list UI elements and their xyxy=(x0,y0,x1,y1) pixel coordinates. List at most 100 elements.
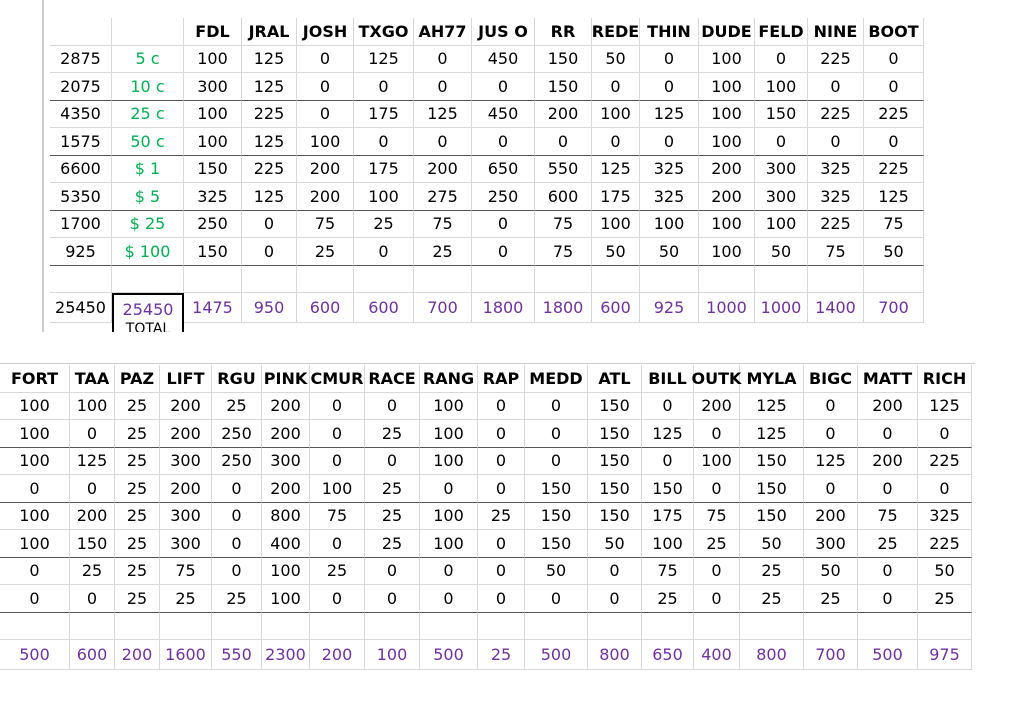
cell-value: 150 xyxy=(740,447,804,475)
column-header: NINE xyxy=(808,18,864,46)
cell-value: 0 xyxy=(592,73,640,101)
cell-value: 125 xyxy=(804,447,858,475)
cell-value: 400 xyxy=(262,530,310,558)
denomination: $ 100 xyxy=(112,238,184,266)
cell-value: 125 xyxy=(642,420,694,448)
cell-value: 0 xyxy=(0,557,70,585)
cell-value: 100 xyxy=(0,392,70,420)
cell-value: 25 xyxy=(70,557,115,585)
cell-value: 0 xyxy=(297,45,354,73)
column-header: LIFT xyxy=(160,365,212,393)
cell-value: 125 xyxy=(70,447,115,475)
cell-value: 0 xyxy=(365,557,420,585)
cell-value: 100 xyxy=(420,530,478,558)
cell-value: 25 xyxy=(478,502,525,530)
cell-value: 100 xyxy=(420,447,478,475)
cell-value: 100 xyxy=(0,502,70,530)
blank-cell xyxy=(212,612,262,640)
cell-value: 650 xyxy=(472,155,535,183)
cell-value: 0 xyxy=(472,238,535,266)
blank-cell xyxy=(808,265,864,293)
cell-value: 25 xyxy=(414,238,472,266)
cell-value: 125 xyxy=(864,183,924,211)
cell-value: 0 xyxy=(242,238,297,266)
cell-value: 100 xyxy=(699,238,755,266)
blank-cell xyxy=(184,265,242,293)
cell-value: 0 xyxy=(70,420,115,448)
blank-cell xyxy=(804,612,858,640)
blank-cell xyxy=(918,612,972,640)
row-count: 5350 xyxy=(50,183,112,211)
cell-value: 25 xyxy=(365,530,420,558)
blank-cell xyxy=(588,612,642,640)
blank-cell xyxy=(694,612,740,640)
cell-value: 100 xyxy=(262,585,310,613)
cell-value: 300 xyxy=(262,447,310,475)
cell-value: 150 xyxy=(535,73,592,101)
cell-value: 100 xyxy=(755,210,808,238)
cell-value: 125 xyxy=(918,392,972,420)
cell-value: 0 xyxy=(640,73,699,101)
cell-value: 25 xyxy=(115,392,160,420)
cell-value: 100 xyxy=(699,45,755,73)
cell-value: 0 xyxy=(808,73,864,101)
blank-cell xyxy=(592,265,640,293)
cell-value: 100 xyxy=(642,530,694,558)
denomination: $ 5 xyxy=(112,183,184,211)
column-total: 1000 xyxy=(755,293,808,323)
cell-value: 50 xyxy=(804,557,858,585)
cell-value: 25 xyxy=(804,585,858,613)
cell-value: 150 xyxy=(535,45,592,73)
cell-value: 25 xyxy=(297,238,354,266)
column-total: 500 xyxy=(858,640,918,670)
column-header: RICH xyxy=(918,365,972,393)
cell-value: 200 xyxy=(699,183,755,211)
column-header: BOOT xyxy=(864,18,924,46)
cell-value: 0 xyxy=(0,475,70,503)
cell-value: 0 xyxy=(414,45,472,73)
cell-value: 25 xyxy=(115,475,160,503)
top-sheet: FDL JRAL JOSH TXGO AH77 JUS O RR REDE THIN DUDE FE… xyxy=(42,0,934,332)
cell-value: 0 xyxy=(535,128,592,156)
cell-value: 300 xyxy=(184,73,242,101)
cell-value: 25 xyxy=(365,502,420,530)
column-total: 1600 xyxy=(160,640,212,670)
cell-value: 25 xyxy=(115,530,160,558)
column-header: MATT xyxy=(858,365,918,393)
column-total: 600 xyxy=(354,293,414,323)
cell-value: 300 xyxy=(160,502,212,530)
cell-value: 0 xyxy=(592,128,640,156)
cell-value: 200 xyxy=(160,420,212,448)
cell-value: 0 xyxy=(858,557,918,585)
cell-value: 300 xyxy=(160,530,212,558)
cell-value: 0 xyxy=(365,447,420,475)
cell-value: 0 xyxy=(640,128,699,156)
blank-cell xyxy=(242,265,297,293)
cell-value: 0 xyxy=(365,585,420,613)
cell-value: 0 xyxy=(354,73,414,101)
column-total: 800 xyxy=(740,640,804,670)
cell-value: 150 xyxy=(588,475,642,503)
blank-cell xyxy=(414,265,472,293)
cell-value: 200 xyxy=(535,100,592,128)
cell-value: 100 xyxy=(694,447,740,475)
blank-cell xyxy=(297,265,354,293)
cell-value: 0 xyxy=(525,447,588,475)
denomination: 50 c xyxy=(112,128,184,156)
cell-value: 25 xyxy=(160,585,212,613)
column-total: 500 xyxy=(420,640,478,670)
cell-value: 0 xyxy=(588,557,642,585)
cell-value: 150 xyxy=(588,420,642,448)
cell-value: 100 xyxy=(297,128,354,156)
cell-value: 200 xyxy=(160,475,212,503)
cell-value: 0 xyxy=(365,392,420,420)
row-count: 4350 xyxy=(50,100,112,128)
cell-value: 0 xyxy=(354,238,414,266)
cell-value: 225 xyxy=(918,530,972,558)
cell-value: 200 xyxy=(262,420,310,448)
cell-value: 75 xyxy=(160,557,212,585)
cell-value: 150 xyxy=(740,475,804,503)
cell-value: 275 xyxy=(414,183,472,211)
cell-value: 125 xyxy=(242,73,297,101)
cell-value: 150 xyxy=(70,530,115,558)
